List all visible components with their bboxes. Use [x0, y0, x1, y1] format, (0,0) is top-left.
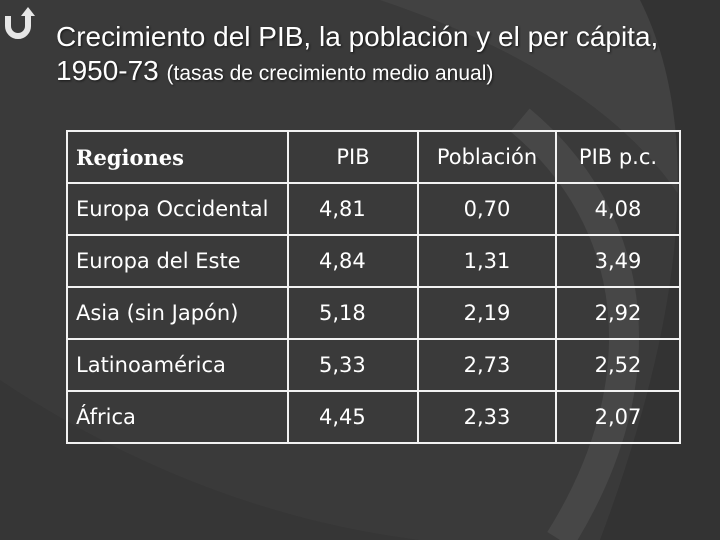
cell-poblacion: 2,33 — [417, 390, 557, 444]
table-row: África 4,45 2,33 2,07 — [66, 390, 681, 444]
slide-title: Crecimiento del PIB, la población y el p… — [56, 20, 706, 91]
table-row: Latinoamérica 5,33 2,73 2,52 — [66, 338, 681, 392]
cell-pib-pc: 3,49 — [555, 234, 681, 288]
title-subtitle: (tasas de crecimiento medio anual) — [166, 62, 494, 85]
cell-region: Europa Occidental — [66, 182, 289, 236]
cell-poblacion: 0,70 — [417, 182, 557, 236]
cell-region: Latinoamérica — [66, 338, 289, 392]
cell-poblacion: 1,31 — [417, 234, 557, 288]
header-pib: PIB — [287, 130, 419, 184]
table-row: Europa Occidental 4,81 0,70 4,08 — [66, 182, 681, 236]
title-main: Crecimiento del PIB, la población y el p… — [56, 21, 659, 86]
table-row: Europa del Este 4,84 1,31 3,49 — [66, 234, 681, 288]
header-regiones: Regiones — [66, 130, 289, 184]
cell-pib-pc: 2,52 — [555, 338, 681, 392]
undo-arrow-icon — [2, 4, 38, 40]
cell-region: África — [66, 390, 289, 444]
header-pib-pc: PIB p.c. — [555, 130, 681, 184]
cell-region: Asia (sin Japón) — [66, 286, 289, 340]
cell-pib-pc: 2,07 — [555, 390, 681, 444]
growth-table: Regiones PIB Población PIB p.c. Europa O… — [66, 130, 681, 444]
cell-poblacion: 2,73 — [417, 338, 557, 392]
cell-pib: 5,18 — [287, 286, 419, 340]
header-poblacion: Población — [417, 130, 557, 184]
cell-pib: 4,45 — [287, 390, 419, 444]
table-row: Asia (sin Japón) 5,18 2,19 2,92 — [66, 286, 681, 340]
cell-pib: 4,84 — [287, 234, 419, 288]
cell-region: Europa del Este — [66, 234, 289, 288]
table-header-row: Regiones PIB Población PIB p.c. — [66, 130, 681, 184]
cell-pib-pc: 4,08 — [555, 182, 681, 236]
cell-poblacion: 2,19 — [417, 286, 557, 340]
cell-pib: 5,33 — [287, 338, 419, 392]
cell-pib: 4,81 — [287, 182, 419, 236]
cell-pib-pc: 2,92 — [555, 286, 681, 340]
